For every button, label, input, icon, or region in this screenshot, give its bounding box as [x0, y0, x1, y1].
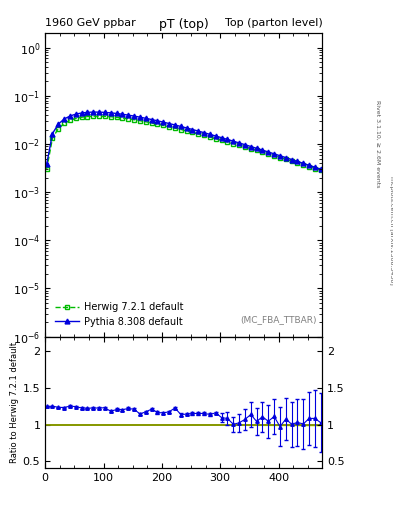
Y-axis label: Ratio to Herwig 7.2.1 default: Ratio to Herwig 7.2.1 default — [9, 342, 18, 463]
Legend: Herwig 7.2.1 default, Pythia 8.308 default: Herwig 7.2.1 default, Pythia 8.308 defau… — [50, 297, 189, 332]
Text: mcplots.cern.ch [arXiv:1306.3436]: mcplots.cern.ch [arXiv:1306.3436] — [389, 176, 393, 285]
Text: (MC_FBA_TTBAR): (MC_FBA_TTBAR) — [240, 315, 317, 325]
Text: Rivet 3.1.10, ≥ 2.6M events: Rivet 3.1.10, ≥ 2.6M events — [375, 100, 380, 187]
Text: Top (parton level): Top (parton level) — [224, 18, 322, 28]
Title: pT (top): pT (top) — [159, 18, 209, 31]
Text: 1960 GeV ppbar: 1960 GeV ppbar — [45, 18, 136, 28]
